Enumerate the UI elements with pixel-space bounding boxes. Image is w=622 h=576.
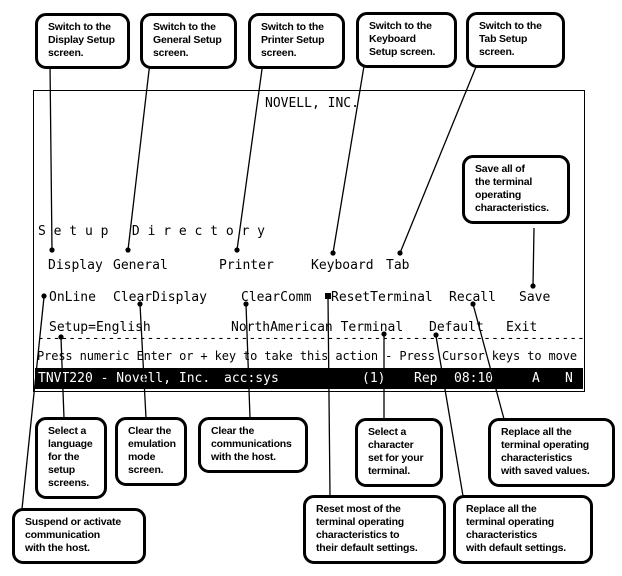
callout-replace-defaults: Replace all the terminal operating chara… [453, 495, 593, 564]
terminal-title: NOVELL, INC. [265, 96, 359, 111]
status-flag-a: A [532, 371, 540, 386]
menu-item-printer[interactable]: Printer [219, 258, 274, 273]
menu-item-clear-display[interactable]: ClearDisplay [113, 290, 207, 305]
status-page-number: (1) [362, 371, 386, 386]
callout-select-charset: Select a character set for your terminal… [355, 418, 443, 487]
menu-item-save[interactable]: Save [519, 290, 551, 305]
callout-tab-setup: Switch to the Tab Setup screen. [466, 12, 565, 68]
menu-item-tab[interactable]: Tab [386, 258, 410, 273]
menu-item-display[interactable]: Display [48, 258, 103, 273]
help-line: Press numeric Enter or + key to take thi… [37, 349, 577, 363]
menu-item-setup-language[interactable]: Setup=English [49, 320, 151, 335]
callout-keyboard-setup: Switch to the Keyboard Setup screen. [356, 12, 457, 68]
menu-item-default[interactable]: Default [429, 320, 484, 335]
menu-item-general[interactable]: General [113, 258, 168, 273]
menu-item-keyboard[interactable]: Keyboard [311, 258, 374, 273]
menu-item-reset-terminal[interactable]: ResetTerminal [331, 290, 433, 305]
status-terminal-id: TNVT220 - Novell, Inc. [38, 371, 211, 386]
status-session: acc:sys [224, 371, 279, 386]
separator-dashed-line: ----------------------------------------… [37, 331, 585, 346]
status-time: 08:10 [454, 371, 494, 386]
status-bar: TNVT220 - Novell, Inc. acc:sys (1) Rep 0… [35, 368, 583, 389]
menu-item-clear-comm[interactable]: ClearComm [241, 290, 312, 305]
menu-item-online[interactable]: OnLine [49, 290, 96, 305]
menu-item-charset[interactable]: NorthAmerican Terminal [231, 320, 404, 335]
menu-item-exit[interactable]: Exit [506, 320, 538, 335]
status-flag-n: N [565, 371, 573, 386]
terminal-screen: NOVELL, INC. S e t u p D i r e c t o r y… [33, 90, 585, 392]
callout-clear-comm: Clear the communications with the host. [198, 417, 308, 473]
callout-printer-setup: Switch to the Printer Setup screen. [248, 13, 345, 69]
callout-save: Save all of the terminal operating chara… [462, 155, 570, 224]
callout-reset-defaults: Reset most of the terminal operating cha… [303, 495, 446, 564]
callout-select-language: Select a language for the setup screens. [35, 417, 107, 499]
callout-general-setup: Switch to the General Setup screen. [140, 13, 237, 69]
callout-recall-saved: Replace all the terminal operating chara… [488, 418, 615, 487]
menu-item-recall[interactable]: Recall [449, 290, 496, 305]
status-mode: Rep [414, 371, 438, 386]
callout-clear-emulation: Clear the emulation mode screen. [115, 417, 187, 486]
setup-directory-heading: S e t u p D i r e c t o r y [38, 224, 265, 239]
callout-suspend-comm: Suspend or activate communication with t… [12, 508, 146, 564]
callout-display-setup: Switch to the Display Setup screen. [35, 13, 130, 69]
